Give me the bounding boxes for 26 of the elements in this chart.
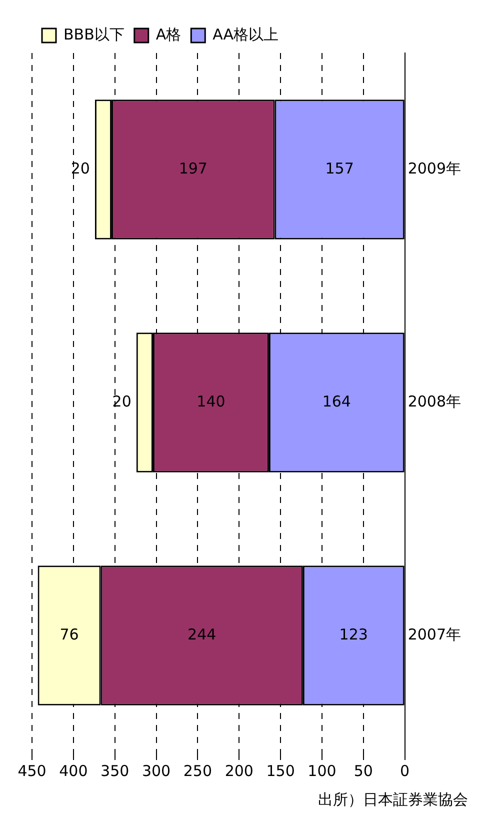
data-label: 140 bbox=[196, 392, 226, 410]
data-label: 164 bbox=[322, 392, 351, 410]
text: 出所）日本証券業協会 bbox=[318, 790, 468, 808]
data-label: 76 bbox=[60, 625, 79, 644]
y-tick-label: 2008年 bbox=[408, 392, 462, 410]
x-tick-label: 450 bbox=[18, 762, 46, 780]
x-tick-label: 100 bbox=[308, 762, 336, 780]
x-tick-label: 400 bbox=[59, 762, 88, 780]
x-tick-label: 150 bbox=[266, 762, 295, 780]
data-label: 197 bbox=[178, 159, 208, 178]
x-tick-label: 350 bbox=[100, 762, 130, 780]
data-label: 20 bbox=[70, 159, 90, 178]
x-tick-label: 0 bbox=[400, 762, 410, 780]
y-tick-label: 2007年 bbox=[408, 625, 462, 644]
x-tick-label: 200 bbox=[224, 762, 254, 780]
y-tick-label: 2009年 bbox=[408, 159, 462, 178]
x-tick-label: 50 bbox=[354, 762, 373, 780]
data-label: 157 bbox=[325, 159, 354, 178]
legend-label: AA格以上 bbox=[212, 25, 279, 44]
data-label: 20 bbox=[112, 392, 132, 410]
x-tick-label: 300 bbox=[142, 762, 171, 780]
legend-label: A格 bbox=[156, 25, 182, 44]
legend-label: BBB以下 bbox=[64, 25, 124, 44]
x-tick-label: 250 bbox=[183, 762, 212, 780]
data-label: 244 bbox=[188, 625, 216, 644]
data-label: 123 bbox=[339, 625, 368, 644]
